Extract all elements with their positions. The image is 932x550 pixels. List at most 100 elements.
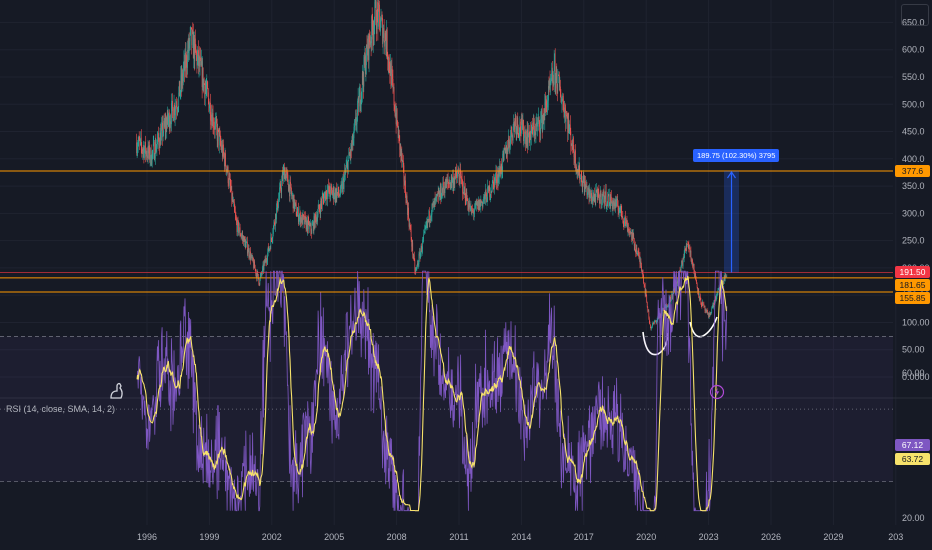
candle-body — [633, 234, 635, 239]
candle-body — [517, 126, 519, 134]
candle-body — [621, 216, 623, 218]
candle-body — [354, 125, 355, 128]
candle-body — [475, 202, 477, 205]
candle-body — [179, 81, 181, 97]
candle-body — [152, 150, 154, 152]
candle-body — [253, 261, 255, 269]
candle-body — [463, 182, 465, 194]
candle-body — [420, 252, 421, 259]
lightning-event-icon[interactable] — [709, 384, 725, 400]
candle-body — [331, 189, 333, 196]
candle-body — [424, 228, 426, 232]
candle-body — [712, 303, 714, 307]
candle-body — [388, 57, 390, 64]
candle-body — [393, 87, 394, 89]
candle-body — [241, 235, 242, 237]
candle-body — [680, 271, 681, 272]
candle-body — [583, 177, 585, 182]
candle-body — [271, 238, 273, 240]
candle-body — [479, 200, 481, 210]
x-tick-label: 2029 — [823, 532, 843, 542]
candle-body — [173, 118, 174, 121]
candle-body — [711, 308, 713, 313]
candle-body — [524, 131, 526, 133]
candle-body — [479, 200, 481, 206]
candle-body — [170, 121, 172, 125]
candle-body — [153, 142, 155, 160]
candle-body — [158, 133, 159, 140]
candle-body — [371, 16, 372, 43]
candle-body — [717, 292, 718, 294]
candle-body — [639, 256, 640, 258]
candle-body — [234, 202, 235, 209]
candle-body — [644, 284, 645, 286]
candle-body — [225, 165, 227, 171]
candle-body — [642, 273, 644, 276]
candle-body — [384, 33, 386, 47]
candle-body — [465, 191, 467, 204]
settings-box[interactable] — [901, 4, 929, 26]
candle-body — [626, 219, 628, 224]
candle-body — [666, 306, 668, 308]
candle-body — [573, 137, 574, 152]
candle-body — [591, 201, 593, 203]
candle-body — [541, 111, 543, 131]
candle-body — [710, 313, 712, 315]
candle-body — [209, 102, 211, 108]
candle-body — [255, 273, 257, 274]
candle-body — [397, 125, 399, 139]
candle-body — [390, 63, 392, 87]
candle-body — [375, 1, 377, 25]
candle-body — [513, 122, 514, 127]
candle-body — [534, 132, 536, 136]
candle-body — [438, 193, 440, 200]
candle-body — [575, 150, 576, 169]
measure-tool[interactable] — [724, 170, 739, 273]
candle-body — [637, 251, 639, 255]
candle-body — [417, 263, 418, 266]
candle-body — [180, 75, 182, 92]
candle-body — [144, 149, 145, 159]
candle-body — [365, 55, 366, 75]
candle-body — [690, 250, 691, 253]
candle-body — [214, 122, 216, 130]
candle-body — [668, 304, 669, 306]
candle-body — [139, 139, 141, 142]
candle-body — [146, 155, 148, 157]
candle-body — [245, 242, 247, 244]
candle-body — [251, 254, 252, 257]
candle-body — [447, 179, 448, 183]
candle-body — [489, 185, 491, 198]
candle-body — [678, 271, 680, 278]
candle-body — [426, 220, 428, 227]
candle-body — [314, 216, 315, 229]
candle-body — [481, 201, 483, 203]
horizontal-levels[interactable] — [0, 170, 893, 293]
candle-body — [530, 130, 532, 138]
tradingview-logo-icon[interactable] — [108, 382, 130, 400]
candle-body — [471, 209, 473, 214]
candle-body — [330, 186, 331, 197]
candle-body — [667, 305, 669, 307]
candle-body — [448, 183, 450, 185]
candle-body — [180, 75, 182, 86]
candle-body — [412, 242, 414, 255]
candle-body — [389, 68, 391, 76]
candle-body — [196, 53, 198, 66]
candle-body — [599, 196, 601, 204]
candle-body — [614, 202, 615, 207]
rsi-indicator-title[interactable]: RSI (14, close, SMA, 14, 2) — [6, 404, 116, 414]
candle-body — [498, 171, 499, 183]
candle-body — [457, 171, 459, 175]
candle-body — [279, 187, 280, 197]
candle-body — [480, 201, 482, 206]
candle-body — [498, 171, 500, 177]
candle-body — [489, 195, 491, 198]
candle-body — [643, 275, 644, 284]
candle-body — [436, 194, 438, 196]
candle-body — [699, 295, 701, 299]
candle-body — [528, 125, 530, 136]
candle-body — [357, 97, 359, 101]
candle-body — [682, 262, 683, 267]
